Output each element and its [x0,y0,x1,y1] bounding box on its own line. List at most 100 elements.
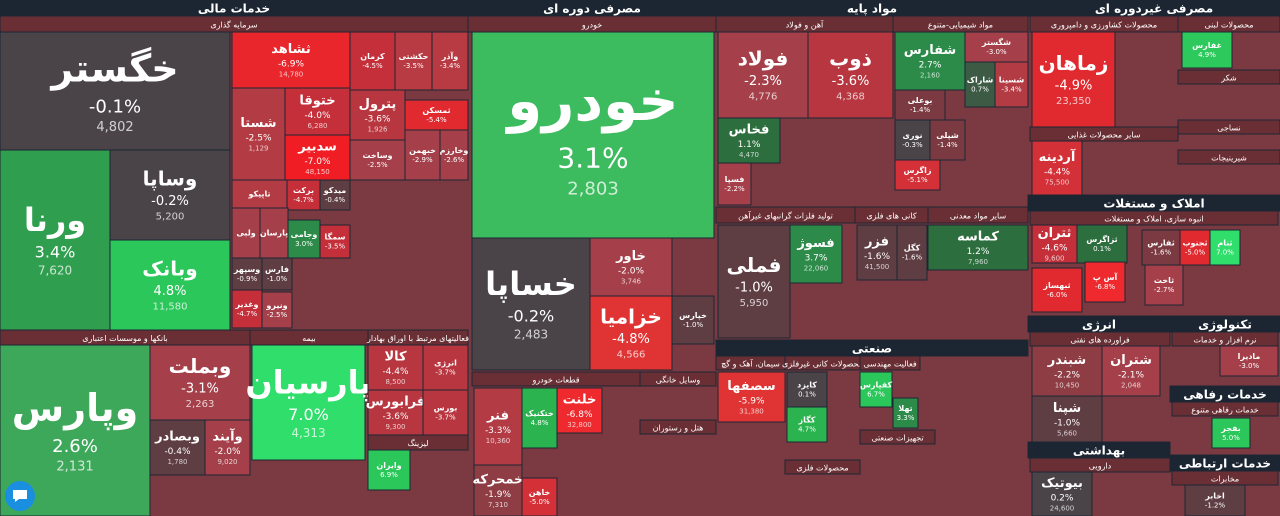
stock-name: ونیرو [265,301,287,310]
sector-title: خدمات ارتباطی [1179,457,1271,471]
stock-tile [422,344,469,391]
stock-change: 5.0% [1222,434,1240,442]
stock-change: 0.2% [1051,493,1074,503]
stock-name: فولاد [738,47,789,71]
stock-name: ولبی [236,229,255,238]
stock-name: شفارس [904,43,956,58]
stock-name: شپلی [936,131,959,140]
stock-price: 11,580 [153,301,188,312]
stock-change: 6.7% [867,391,885,399]
stock-tile [589,295,673,371]
stock-name: خاهن [529,488,551,497]
stock-tile [473,464,523,516]
stock-name: وساخت [362,151,392,160]
stock-name: شسینا [999,75,1025,84]
stock-name: کگل [904,242,921,252]
stock-name: اخابر [1204,491,1225,500]
stock-tile [1031,395,1103,443]
stock-tile [149,344,251,421]
stock-name: خزامیا [600,305,662,329]
subsector-header [1177,69,1280,85]
stock-tile [367,344,424,391]
stock-tile [284,134,351,181]
stock-name: شاراک [967,75,994,84]
stock-tile [1144,264,1184,306]
chat-button[interactable] [5,481,35,511]
stock-change: 3.3% [897,414,915,422]
stock-tile [394,31,433,91]
stock-name: زماهان [1039,51,1109,75]
stock-change: -4.6% [1041,243,1068,253]
stock-name: پترول [359,97,397,112]
stock-tile [251,344,366,461]
stock-name: حکشتی [399,52,429,61]
subsector-title: سایر مواد معدنی [950,212,1007,221]
stock-name: وپارس [12,386,138,431]
stock-price: 7,960 [968,258,988,266]
stock-name: برکت [293,186,314,195]
subsector-title: مخابرات [1211,475,1239,484]
stock-price: 31,380 [739,407,764,415]
stock-price: 1,780 [167,458,187,466]
stock-change: -3.6% [382,412,409,422]
stock-price: 23,350 [1056,96,1091,107]
stock-tile [1076,224,1128,264]
stock-name: وبانک [142,257,197,281]
subsector-title: فعالیتهای مرتبط با اوراق بهادار [366,334,469,343]
stock-price: 4,802 [96,120,133,135]
stock-change: -4.5% [362,62,383,70]
stock-price: 75,500 [1045,178,1070,186]
stock-change: -1.0% [1054,418,1081,428]
chat-icon[interactable] [13,490,27,502]
stock-price: 2,263 [186,399,215,410]
stock-change: -6.8% [566,410,593,420]
stock-price: 4,776 [749,91,778,102]
stock-name: فنر [486,409,509,424]
stock-change: -1.6% [902,254,923,262]
stock-name: وسپهر [233,265,260,274]
stock-change: 3.1% [557,142,628,175]
subsector-title: انبوه سازی، املاک و مستغلات [1104,215,1204,224]
sector-title: تکنولوژی [1198,318,1252,333]
stock-tile [404,129,441,181]
stock-price: 6,280 [307,122,327,130]
stock-tile [231,207,261,259]
stock-change: -0.9% [237,275,258,283]
stock-name: سدبیر [297,140,337,155]
stock-change: -3.7% [435,369,456,377]
stock-change: -5.1% [907,176,928,184]
stock-name: بوعلی [908,96,933,105]
subsector-title: بیمه [302,334,316,343]
stock-change: -0.1% [89,96,141,117]
stock-name: بورس [434,403,458,413]
stock-tile [1184,484,1246,516]
stock-change: -2.6% [444,156,465,164]
stock-tile [422,389,469,436]
stock-change: -3.6% [364,114,391,124]
stock-tile [231,289,263,329]
stock-tile [1031,471,1093,516]
sector-title: خدمات مالی [198,2,270,16]
stock-tile [404,99,469,131]
stock-name: نوری [903,131,923,140]
stock-price: 9,020 [217,458,237,466]
subsector-title: بانکها و موسسات اعتباری [82,334,168,343]
stock-name: خبهمن [409,146,436,155]
stock-tile [1219,345,1279,377]
stock-name: فزر [864,235,889,250]
stock-change: -2.7% [1154,286,1175,294]
stock-tile [286,179,321,211]
stock-change: 2.7% [919,60,942,70]
stock-tile [589,237,673,297]
subsector-title: نرم افزار و خدمات [1193,336,1256,345]
stock-tile [439,129,469,181]
stock-price: 24,600 [1050,504,1075,512]
stock-change: -1.6% [1151,249,1172,257]
stock-tile [717,117,781,164]
stock-tile [717,224,791,339]
stock-tile [1209,229,1241,266]
stock-name: شتران [1110,353,1152,368]
stock-name: فارس [265,265,289,275]
stock-change: 3.4% [35,243,76,262]
